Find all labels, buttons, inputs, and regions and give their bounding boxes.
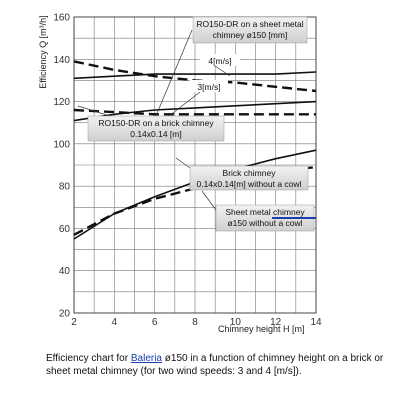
series-line-solid xyxy=(73,71,317,80)
x-axis-label: Chimney height H [m] xyxy=(218,324,305,334)
annotation-leader xyxy=(201,190,217,211)
annotation-box xyxy=(189,165,309,191)
y-tick-label: 120 xyxy=(53,97,70,108)
series-line-dashed xyxy=(73,108,316,116)
y-tick-label: 40 xyxy=(59,266,71,277)
x-tick-label: 2 xyxy=(71,317,77,328)
y-tick-label: 60 xyxy=(59,224,71,235)
annotation-text: chimney ø150 [mm] xyxy=(213,30,288,40)
annotation-text: 4[m/s] xyxy=(208,56,231,66)
annotation-leader xyxy=(77,105,111,117)
series-line-solid xyxy=(73,100,317,122)
x-tick-label: 12 xyxy=(270,317,282,328)
figure-caption: Efficiency chart for Baleria ø150 in a f… xyxy=(46,352,391,378)
tick-labels: 2 4 6 8 10 12 14 20 40 60 80 100 120 140 160 xyxy=(53,13,322,329)
annotation-text: 0.14x0.14 [m] xyxy=(130,129,182,139)
annotation-box xyxy=(87,115,225,142)
annotation-text: Sheet metal chimney xyxy=(225,207,305,217)
x-tick-label: 14 xyxy=(310,317,322,328)
x-tick-label: 10 xyxy=(230,317,242,328)
grid-lines xyxy=(73,16,317,314)
annotation-box xyxy=(200,54,240,66)
y-axis-label: Efficiency Q [m³/h] xyxy=(38,15,48,88)
annotation-leader xyxy=(149,29,193,131)
y-tick-label: 80 xyxy=(59,182,71,193)
annotation-leader xyxy=(175,157,191,169)
x-tick-label: 6 xyxy=(152,317,158,328)
annotation-leader xyxy=(214,65,231,77)
annotation-text: RO150-DR on a sheet metal xyxy=(196,19,303,29)
annotation-text: RO150-DR on a brick chimney xyxy=(98,118,214,128)
y-tick-label: 100 xyxy=(53,139,70,150)
caption-text-1: Efficiency chart for xyxy=(46,353,131,364)
annotation-box xyxy=(190,80,228,92)
y-tick-label: 20 xyxy=(59,309,71,320)
y-tick-label: 160 xyxy=(53,13,70,24)
caption-product-link[interactable]: Baleria xyxy=(130,353,162,364)
x-tick-label: 4 xyxy=(112,317,118,328)
x-tick-label: 8 xyxy=(192,317,198,328)
caption-text-2: ø150 in a function of chimney height on … xyxy=(46,353,384,377)
annotation-text: Brick chimney xyxy=(223,168,277,178)
annotation-text: 3[m/s] xyxy=(197,82,220,92)
annotation-box xyxy=(192,16,308,44)
annotation-text: ø150 without a cowl xyxy=(227,218,302,228)
y-tick-label: 140 xyxy=(53,55,70,66)
annotation-text: 0.14x0.14[m] without a cowl xyxy=(197,179,302,189)
